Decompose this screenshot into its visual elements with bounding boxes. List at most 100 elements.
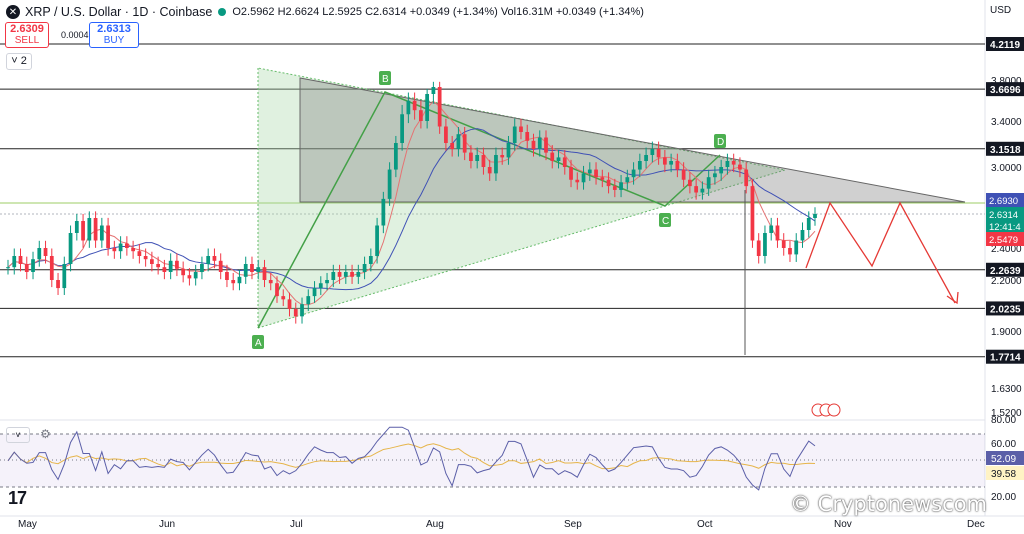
- candle-body: [206, 256, 211, 264]
- level-tag-bg-2: [986, 141, 1024, 156]
- rsi-axis-label-3: 20.00: [991, 492, 1016, 503]
- candle-body: [731, 161, 736, 165]
- y-tick-label-3: 2.2000: [991, 276, 1022, 287]
- x-tick-label-4: Sep: [564, 519, 582, 530]
- candle-body: [143, 256, 148, 260]
- candle-body: [318, 283, 323, 289]
- candle-body: [106, 225, 110, 248]
- candle-body: [256, 267, 261, 272]
- candle-body: [475, 155, 480, 161]
- candle-body: [331, 272, 336, 280]
- candle-body: [243, 264, 248, 277]
- green-triangle: [257, 67, 786, 329]
- candle-body: [350, 272, 354, 277]
- candle-body: [781, 240, 786, 248]
- pattern-point-C: C: [662, 216, 669, 227]
- candle-body: [700, 188, 705, 193]
- candle-body: [744, 169, 749, 187]
- candle-body: [637, 161, 642, 170]
- candle-body: [124, 243, 129, 248]
- candle-body: [387, 169, 392, 199]
- candle-body: [137, 251, 142, 256]
- candle-body: [225, 272, 229, 280]
- candle-body: [606, 179, 611, 187]
- candle-body: [587, 169, 592, 174]
- candle-body: [150, 259, 154, 264]
- candle-body: [631, 169, 636, 178]
- ma-fast-line: [7, 100, 816, 306]
- rsi-collapse-button[interactable]: ˅: [6, 427, 30, 443]
- buy-price: 2.6313: [97, 23, 131, 35]
- x-tick-label-2: Jul: [290, 519, 303, 530]
- candle-body: [18, 256, 23, 264]
- level-tag-bg-6: [986, 349, 1024, 364]
- candle-body: [62, 264, 67, 289]
- candle-body: [612, 186, 617, 190]
- x-tick-label-1: Jun: [159, 519, 175, 530]
- candle-body: [794, 240, 799, 255]
- candle-body: [431, 87, 436, 94]
- candle-body: [12, 256, 17, 268]
- candle-body: [750, 186, 755, 241]
- candle-body: [450, 143, 455, 149]
- candle-body: [162, 267, 167, 272]
- candle-body: [375, 225, 379, 256]
- candle-body: [337, 272, 342, 277]
- rsi-value-tag-bg: [986, 451, 1024, 465]
- candle-body: [306, 296, 311, 305]
- candle-body: [74, 221, 79, 233]
- candle-body: [575, 179, 580, 183]
- level-tag-1: 3.6696: [990, 85, 1021, 96]
- candle-body: [675, 161, 680, 170]
- candle-body: [775, 225, 780, 241]
- chart-header: ✕ XRP / U.S. Dollar · 1D · Coinbase O2.5…: [6, 3, 644, 21]
- level-tag-bg-0: [986, 37, 1024, 51]
- y-tick-label-2: 1.9000: [991, 327, 1022, 338]
- candle-body: [469, 152, 473, 161]
- candle-body: [381, 198, 386, 226]
- candle-body: [400, 114, 404, 143]
- sell-price: 2.6309: [10, 23, 44, 35]
- projection-line: [805, 201, 956, 304]
- candle-body: [168, 260, 173, 272]
- candle-body: [56, 280, 60, 289]
- candle-body: [494, 155, 498, 174]
- indicator-toggle-button[interactable]: ˅ 2: [6, 53, 32, 70]
- pattern-point-A: A: [255, 338, 262, 349]
- candle-body: [813, 213, 817, 218]
- pattern-point-D: D: [717, 137, 724, 148]
- rsi-value-tag: 52.09: [991, 454, 1016, 465]
- price-tag-0: 2.6930: [989, 196, 1018, 207]
- y-tick-label-5: 3.0000: [991, 163, 1022, 174]
- candle-body: [218, 260, 223, 272]
- buy-button[interactable]: 2.6313 BUY: [89, 22, 139, 48]
- candle-body: [419, 110, 423, 121]
- candle-body: [738, 164, 742, 170]
- candle-body: [531, 140, 536, 149]
- candle-body: [456, 134, 461, 149]
- settings-gear-icon[interactable]: ⚙: [40, 427, 51, 441]
- candle-body: [68, 233, 73, 264]
- level-tag-bg-5: [986, 301, 1024, 316]
- rsi-line: [7, 426, 816, 491]
- candle-body: [669, 161, 673, 165]
- pattern-point-bg-D: [714, 134, 726, 148]
- gray-triangle: [299, 77, 966, 203]
- ma-slow-line: [7, 128, 816, 291]
- y-tick-label-7: 3.8000: [991, 76, 1022, 87]
- candle-body: [268, 280, 273, 284]
- sell-button[interactable]: 2.6309 SELL: [5, 22, 49, 48]
- market-status-icon: [218, 8, 227, 16]
- symbol-title[interactable]: XRP / U.S. Dollar · 1D · Coinbase: [25, 5, 213, 19]
- candle-body: [343, 272, 348, 277]
- candle-body: [644, 155, 648, 161]
- level-tag-bg-1: [986, 82, 1024, 97]
- candle-body: [562, 157, 567, 167]
- y-tick-label-1: 1.6300: [991, 384, 1022, 395]
- candle-body: [393, 143, 398, 170]
- x-tick-label-3: Aug: [426, 519, 444, 530]
- price-tag-bg-1: [986, 207, 1024, 221]
- candle-body: [49, 256, 54, 280]
- candle-body: [43, 248, 48, 256]
